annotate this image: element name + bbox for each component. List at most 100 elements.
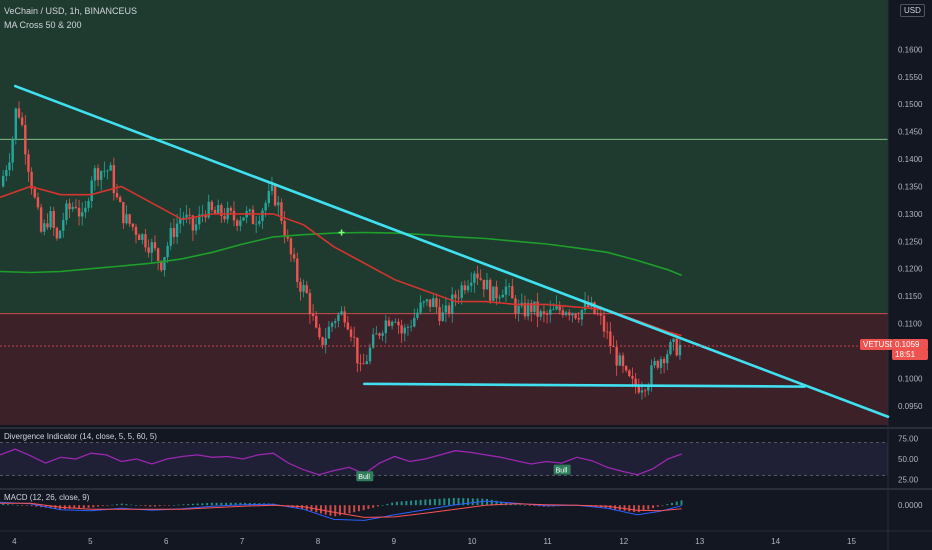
macd-histogram-bar — [386, 503, 389, 506]
macd-histogram-bar — [220, 502, 223, 506]
macd-histogram-bar — [111, 504, 114, 506]
time-tick-label: 4 — [12, 537, 17, 546]
macd-histogram-bar — [182, 504, 185, 506]
candle — [99, 171, 103, 180]
candle — [659, 359, 663, 368]
bull-label-box — [356, 471, 374, 482]
macd-histogram-bar — [92, 505, 95, 508]
candle — [409, 326, 413, 328]
candle — [74, 206, 78, 208]
candle — [631, 376, 634, 379]
macd-histogram-bar — [187, 504, 190, 506]
candle — [134, 226, 138, 235]
candle — [150, 242, 153, 253]
macd-histogram-bar — [410, 500, 413, 506]
candle — [220, 205, 223, 216]
candle — [422, 301, 425, 303]
candle — [441, 312, 444, 321]
candle — [299, 281, 302, 292]
macd-histogram-bar — [647, 505, 650, 510]
candle — [587, 302, 590, 308]
candle — [457, 297, 460, 299]
time-tick-label: 10 — [468, 537, 477, 546]
candle — [166, 245, 169, 258]
macd-histogram-bar — [168, 505, 171, 506]
macd-histogram-bar — [244, 502, 247, 506]
macd-histogram-bar — [177, 504, 180, 506]
candle — [362, 363, 365, 365]
candle — [337, 314, 340, 322]
macd-histogram-bar — [367, 505, 370, 509]
candle — [292, 254, 296, 259]
candle — [533, 301, 536, 312]
macd-histogram-bar — [319, 505, 322, 514]
symbol-tag: VETUSD — [860, 339, 895, 350]
price-tick-label: 0.0950 — [898, 402, 923, 411]
candle — [523, 302, 527, 317]
candle — [169, 228, 172, 246]
macd-histogram-bar — [381, 505, 384, 506]
rsi-tick-label: 50.00 — [898, 455, 919, 464]
candle — [11, 139, 14, 163]
candle — [447, 305, 451, 314]
candle — [413, 317, 416, 327]
candle — [390, 321, 394, 326]
candle — [30, 171, 33, 189]
macd-histogram-bar — [163, 505, 166, 506]
candle — [438, 307, 441, 321]
macd-histogram-bar — [448, 498, 451, 506]
candle — [403, 327, 406, 334]
candle — [574, 313, 577, 319]
candle — [156, 248, 160, 261]
macd-histogram-bar — [372, 505, 375, 508]
ma-cross-marker — [338, 229, 345, 236]
macd-histogram-bar — [35, 505, 38, 507]
candle — [416, 312, 419, 318]
macd-histogram-bar — [376, 505, 379, 507]
rsi-line — [0, 448, 682, 476]
macd-histogram-bar — [353, 505, 356, 513]
macd-histogram-bar — [149, 505, 152, 507]
candle — [368, 347, 372, 362]
macd-histogram-bar — [395, 501, 398, 506]
candle — [273, 185, 277, 206]
macd-histogram-bar — [666, 504, 669, 506]
time-tick-label: 5 — [88, 537, 93, 546]
candle — [188, 214, 191, 216]
time-tick-label: 11 — [543, 537, 552, 546]
candle — [242, 217, 245, 221]
candle — [400, 325, 403, 334]
price-tick-label: 0.1500 — [898, 100, 923, 109]
macd-histogram-bar — [116, 504, 119, 506]
candle — [201, 214, 204, 216]
macd-histogram-bar — [348, 505, 351, 514]
candle — [109, 165, 112, 171]
candle — [144, 234, 147, 248]
macd-histogram-bar — [500, 501, 503, 506]
candle — [517, 305, 520, 314]
currency-badge[interactable]: USD — [900, 4, 925, 17]
candle — [261, 210, 264, 222]
candle — [182, 217, 185, 219]
macd-histogram-bar — [144, 505, 147, 507]
macd-histogram-bar — [405, 501, 408, 506]
candle — [624, 366, 628, 371]
candle — [194, 224, 198, 231]
price-tick-label: 0.1350 — [898, 182, 923, 191]
candle — [27, 154, 30, 172]
candle — [90, 180, 93, 202]
candle — [235, 220, 239, 226]
candle — [93, 168, 97, 181]
candle — [118, 197, 122, 203]
candle — [8, 162, 11, 171]
candle — [621, 355, 625, 367]
candle — [463, 285, 467, 291]
candle — [428, 299, 432, 307]
time-tick-label: 15 — [847, 537, 856, 546]
candle — [394, 321, 397, 323]
price-tick-label: 0.1550 — [898, 73, 923, 82]
candle — [55, 227, 59, 239]
macd-histogram-bar — [400, 501, 403, 506]
candle — [501, 294, 505, 298]
